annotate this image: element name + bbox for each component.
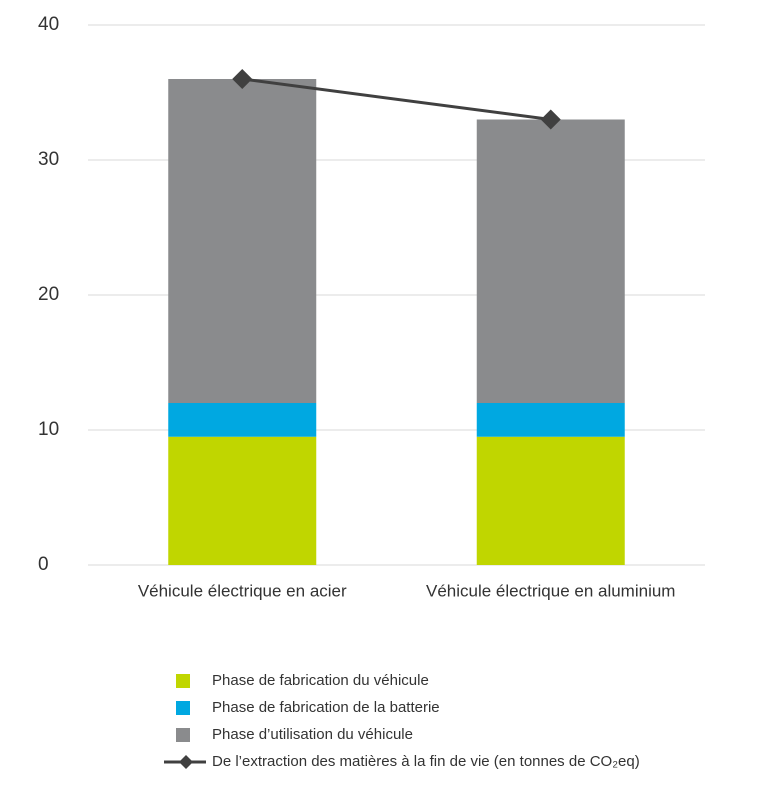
y-tick-label: 10 [38,419,59,440]
marker [232,69,253,89]
bar-segment [476,119,625,403]
legend-label: Phase de fabrication de la batterie [212,699,440,716]
legend-marker [179,755,193,769]
bar-segment [168,79,317,403]
marker [540,109,561,130]
legend-swatch [176,728,190,742]
legend-label: De l’extraction des matières à la fin de… [212,753,640,770]
bar-segment [168,436,317,565]
y-tick-label: 20 [38,284,59,305]
y-tick-label: 40 [38,14,59,35]
y-tick-label: 30 [38,149,59,170]
legend-label: Phase d’utilisation du véhicule [212,726,413,743]
bar-segment [476,403,625,437]
line [242,77,551,121]
bar-segment [168,403,317,437]
legend-swatch [176,701,190,715]
bar-segment [476,436,625,565]
x-tick-label: Véhicule électrique en aluminium [426,581,675,600]
y-tick-label: 0 [38,554,49,575]
x-tick-label: Véhicule électrique en acier [138,581,347,600]
legend-label: Phase de fabrication du véhicule [212,672,429,689]
legend-swatch [176,674,190,688]
